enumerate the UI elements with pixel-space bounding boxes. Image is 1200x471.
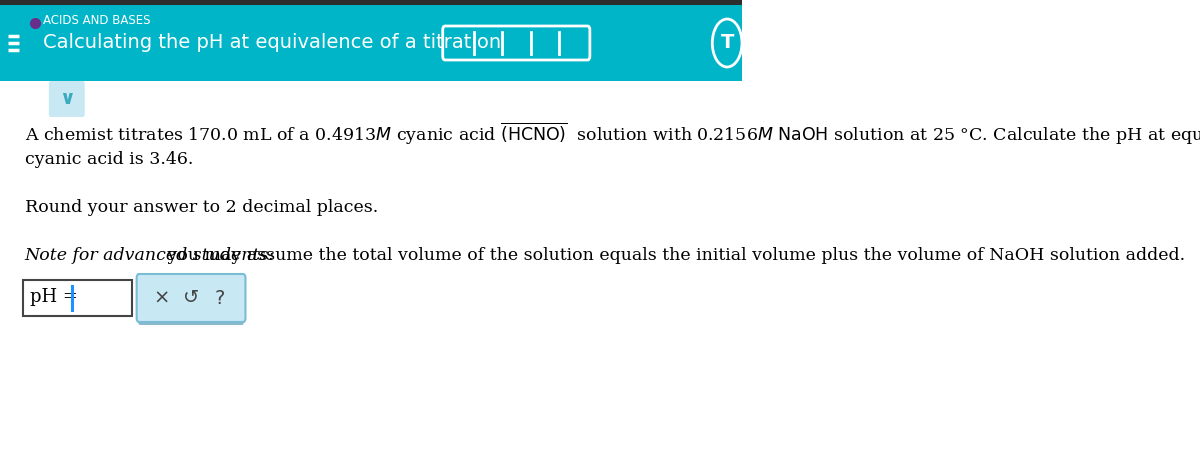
Text: T: T <box>720 33 734 52</box>
FancyBboxPatch shape <box>138 313 244 325</box>
Text: ↺: ↺ <box>182 289 199 308</box>
Bar <box>24 280 132 316</box>
Text: you may assume the total volume of the solution equals the initial volume plus t: you may assume the total volume of the s… <box>162 247 1186 264</box>
Text: Round your answer to 2 decimal places.: Round your answer to 2 decimal places. <box>25 199 378 216</box>
FancyBboxPatch shape <box>49 81 85 117</box>
Bar <box>0 0 742 5</box>
Text: Calculating the pH at equivalence of a titration: Calculating the pH at equivalence of a t… <box>43 33 502 52</box>
Circle shape <box>713 19 742 67</box>
Text: ?: ? <box>215 289 226 308</box>
Text: A chemist titrates 170.0 mL of a 0.4913$\mathit{M}$ cyanic acid $\overline{\math: A chemist titrates 170.0 mL of a 0.4913$… <box>25 121 1200 147</box>
Text: cyanic acid is 3.46.: cyanic acid is 3.46. <box>25 151 193 168</box>
FancyBboxPatch shape <box>137 274 246 322</box>
Text: ×: × <box>154 289 170 308</box>
Text: Note for advanced students:: Note for advanced students: <box>25 247 275 264</box>
Bar <box>0 5 742 81</box>
Text: ∨: ∨ <box>59 89 74 108</box>
Text: ACIDS AND BASES: ACIDS AND BASES <box>43 14 151 26</box>
Text: pH =: pH = <box>30 288 83 306</box>
